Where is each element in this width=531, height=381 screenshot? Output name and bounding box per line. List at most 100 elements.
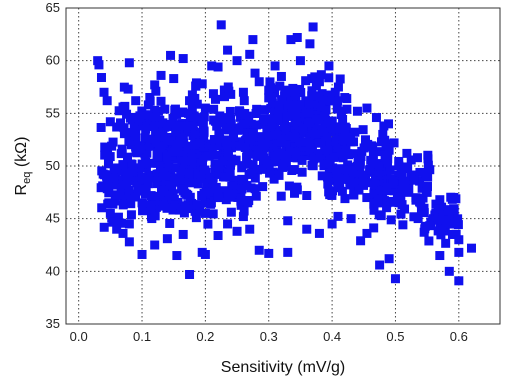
data-point <box>310 99 320 109</box>
data-point <box>108 173 118 183</box>
data-point <box>190 206 200 216</box>
data-point <box>223 149 233 159</box>
data-point <box>118 228 128 238</box>
data-point <box>320 111 330 121</box>
data-point <box>279 157 289 167</box>
data-point <box>164 190 174 200</box>
data-point <box>314 115 324 125</box>
data-point <box>356 236 366 246</box>
data-point <box>297 100 307 110</box>
data-point <box>218 156 228 166</box>
data-point <box>197 79 207 89</box>
data-point <box>370 174 380 184</box>
data-point <box>199 126 209 136</box>
data-point <box>173 140 183 150</box>
data-point <box>175 175 185 185</box>
data-point <box>434 204 444 214</box>
data-point <box>340 129 350 139</box>
data-point <box>321 105 331 115</box>
data-point <box>118 160 128 170</box>
data-point <box>336 110 346 120</box>
data-point <box>290 142 300 152</box>
data-point <box>305 143 315 153</box>
data-point <box>152 150 162 160</box>
data-point <box>205 174 215 184</box>
data-point <box>371 113 381 123</box>
data-point <box>362 228 372 238</box>
data-point <box>112 122 122 132</box>
data-point <box>333 96 343 106</box>
data-point <box>399 162 409 172</box>
data-point <box>278 108 288 118</box>
data-point <box>133 184 143 194</box>
data-point <box>187 159 197 169</box>
data-point <box>185 114 195 124</box>
data-point <box>228 127 238 137</box>
data-point <box>119 123 129 133</box>
data-point <box>422 187 432 197</box>
data-point <box>449 205 459 215</box>
data-point <box>270 157 280 167</box>
data-point <box>297 167 307 177</box>
data-point <box>422 182 432 192</box>
data-point <box>149 121 159 131</box>
data-point <box>235 106 245 116</box>
data-point <box>117 144 127 154</box>
data-point <box>124 185 134 195</box>
data-point <box>254 245 264 255</box>
data-point <box>164 160 174 170</box>
data-point <box>262 160 272 170</box>
data-point <box>352 106 362 116</box>
data-point <box>119 129 129 139</box>
data-point <box>436 230 446 240</box>
data-point <box>197 156 207 166</box>
data-point <box>226 160 236 170</box>
data-point <box>129 123 139 133</box>
data-point <box>466 243 476 253</box>
data-point <box>392 193 402 203</box>
data-point <box>144 140 154 150</box>
data-point <box>270 108 280 118</box>
data-point <box>140 189 150 199</box>
data-point <box>187 121 197 131</box>
data-point <box>137 198 147 208</box>
data-point <box>435 251 445 261</box>
data-point <box>398 176 408 186</box>
data-point <box>97 203 107 213</box>
data-point <box>282 111 292 121</box>
data-point <box>323 145 333 155</box>
data-point <box>310 72 320 82</box>
data-point <box>166 50 176 60</box>
data-point <box>382 186 392 196</box>
data-point <box>337 186 347 196</box>
data-point <box>124 136 134 146</box>
data-point <box>231 155 241 165</box>
data-point <box>166 119 176 129</box>
data-point <box>331 165 341 175</box>
data-point <box>264 85 274 95</box>
data-point <box>139 179 149 189</box>
x-tick-label: 0.2 <box>196 329 214 344</box>
data-point <box>122 194 132 204</box>
data-point <box>294 122 304 132</box>
data-point <box>165 218 175 228</box>
data-point <box>128 167 138 177</box>
data-point <box>386 196 396 206</box>
data-point <box>328 175 338 185</box>
data-point <box>150 80 160 90</box>
data-point <box>291 150 301 160</box>
data-point <box>361 170 371 180</box>
data-point <box>315 151 325 161</box>
data-point <box>301 108 311 118</box>
data-point <box>285 146 295 156</box>
data-point <box>292 32 302 42</box>
data-point <box>341 145 351 155</box>
data-point <box>143 110 153 120</box>
data-point <box>295 112 305 122</box>
data-point <box>321 120 331 130</box>
data-point <box>182 150 192 160</box>
data-point <box>197 247 207 257</box>
data-point <box>322 172 332 182</box>
data-point <box>211 182 221 192</box>
data-point <box>384 145 394 155</box>
